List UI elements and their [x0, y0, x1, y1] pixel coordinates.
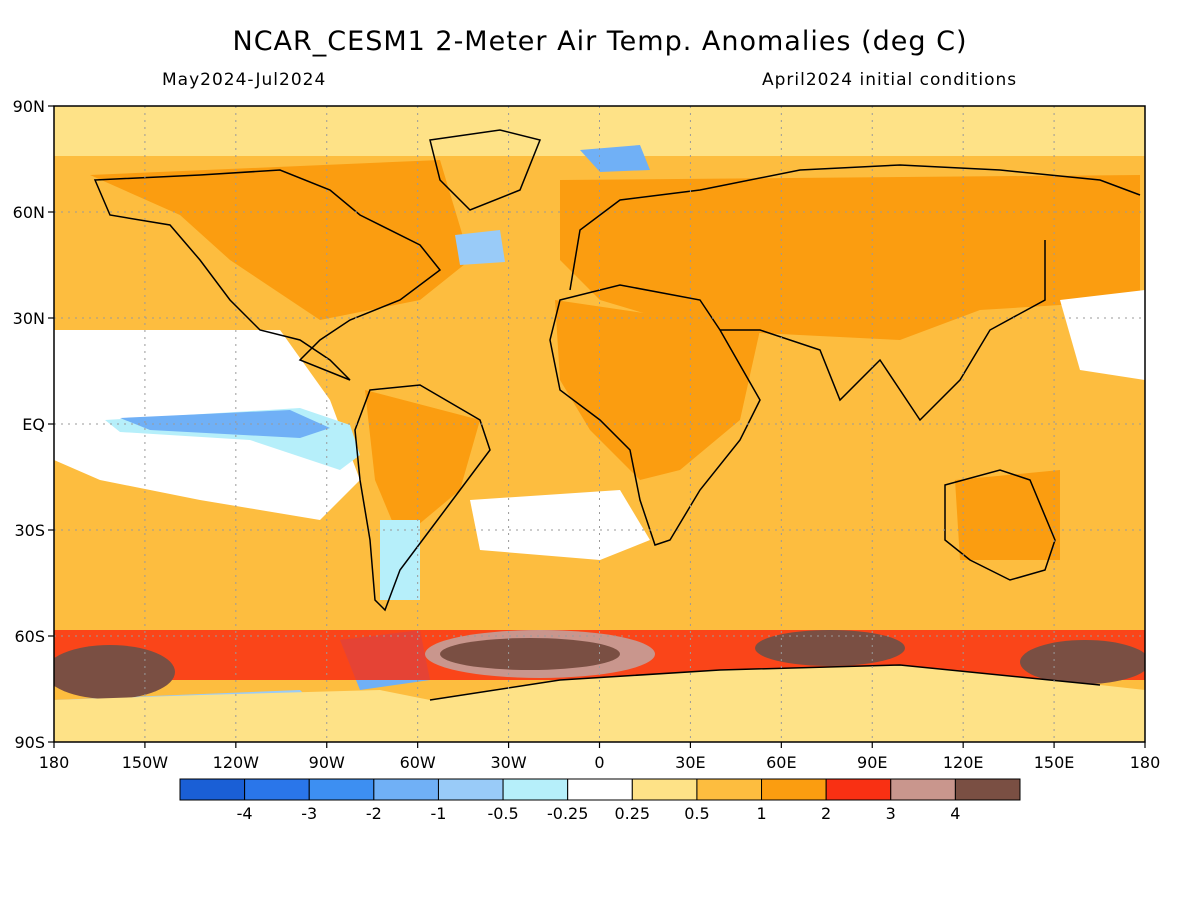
labrador-cool-spot [455, 230, 505, 265]
south-america-coast [354, 384, 491, 612]
x-tick-label: 60W [400, 753, 436, 772]
australia-warm [955, 470, 1060, 560]
longitude-ticks: 180 150W 120W 90W 60W 30W 0 30E 60E 90E 120E 150E 18… [39, 742, 1161, 772]
north-america-coast [93, 169, 442, 381]
colorbar-label: -4 [237, 804, 253, 823]
colorbar-label: 1 [756, 804, 766, 823]
colorbar-label: 2 [821, 804, 831, 823]
nw-pacific-neutral [1060, 290, 1145, 380]
colorbar-label: 0.25 [614, 804, 650, 823]
warm-core-indian [755, 630, 905, 666]
colorbar-label: 3 [886, 804, 896, 823]
eurasia-coast [569, 164, 1141, 422]
colorbar: -4 -3 -2 -1 -0.5 -0.25 0.25 0.5 1 2 3 4 [179, 778, 1021, 823]
colorbar-swatch [567, 778, 633, 801]
x-tick-label: 150E [1034, 753, 1075, 772]
colorbar-label: 0.5 [684, 804, 709, 823]
patagonia-cool [380, 520, 420, 600]
page-title: NCAR_CESM1 2-Meter Air Temp. Anomalies (… [232, 26, 968, 57]
x-tick-label: 180 [1130, 753, 1161, 772]
warm-core-atlantic [440, 638, 620, 670]
x-tick-label: 180 [39, 753, 70, 772]
colorbar-label: -1 [430, 804, 446, 823]
colorbar-swatch [308, 778, 375, 801]
x-tick-label: 30W [490, 753, 526, 772]
greenland-coast [429, 129, 542, 211]
colorbar-swatch [179, 778, 246, 801]
y-tick-label: 30N [13, 309, 45, 328]
x-tick-label: 120E [943, 753, 984, 772]
colorbar-swatch [954, 778, 1021, 801]
x-tick-label: 60E [766, 753, 796, 772]
y-tick-label: 90N [13, 97, 45, 116]
colorbar-swatch [437, 778, 504, 801]
colorbar-swatch [502, 778, 569, 801]
y-tick-label: 60N [13, 203, 45, 222]
equatorial-pacific-cool-core [120, 410, 330, 438]
colorbar-label: -3 [301, 804, 317, 823]
forecast-period: May2024-Jul2024 [162, 70, 327, 90]
colorbar-swatch [825, 778, 892, 801]
colorbar-swatch [696, 778, 763, 801]
colorbar-swatch [244, 778, 310, 801]
atlantic-neutral [470, 490, 650, 560]
colorbar-swatch [373, 778, 439, 801]
warm-core-pacific [54, 645, 175, 699]
initial-conditions: April2024 initial conditions [762, 70, 1018, 90]
x-tick-label: 90E [857, 753, 887, 772]
north-america-warm [90, 160, 470, 320]
africa-coast [549, 284, 761, 546]
y-tick-label: 60S [14, 627, 45, 646]
colorbar-label: -2 [366, 804, 382, 823]
africa-warm [555, 300, 760, 480]
graticule [54, 106, 1145, 742]
colorbar-swatch [631, 778, 698, 801]
x-tick-label: 150W [122, 753, 169, 772]
australia-coast [944, 469, 1056, 581]
latitude-ticks: 90N 60N 30N EQ 30S 60S 90S [13, 97, 54, 752]
x-tick-label: 90W [309, 753, 345, 772]
warm-core-west-pacific [1020, 640, 1145, 684]
colorbar-swatch [890, 778, 956, 801]
y-tick-label: 30S [14, 521, 45, 540]
x-tick-label: 120W [213, 753, 260, 772]
colorbar-label: -0.25 [547, 804, 588, 823]
anomaly-field [54, 106, 1145, 742]
colorbar-label: -0.5 [487, 804, 518, 823]
arctic-cool-spot [580, 145, 650, 172]
antarctica-coast [429, 664, 1101, 701]
colorbar-swatch [761, 778, 827, 801]
y-tick-label: EQ [22, 415, 45, 434]
x-tick-label: 0 [594, 753, 604, 772]
x-tick-label: 30E [675, 753, 705, 772]
y-tick-label: 90S [14, 733, 45, 752]
eurasia-warm [560, 175, 1140, 340]
colorbar-label: 4 [950, 804, 960, 823]
south-america-warm [365, 390, 480, 540]
